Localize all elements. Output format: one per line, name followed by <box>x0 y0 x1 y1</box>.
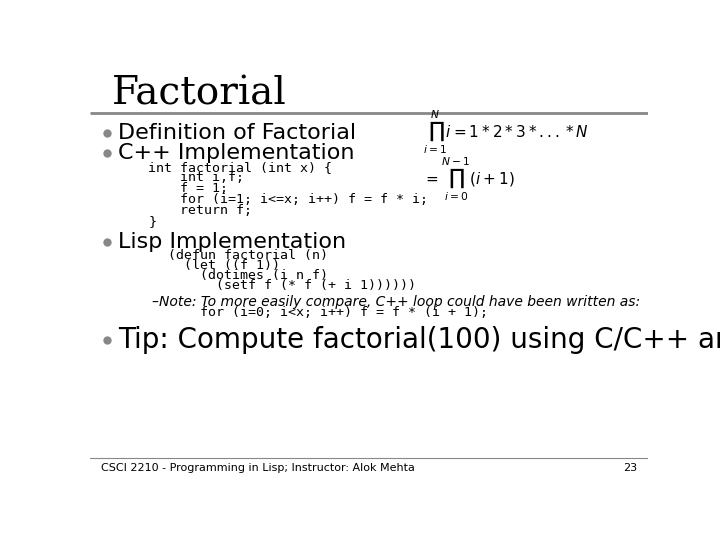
Text: Factorial: Factorial <box>112 76 287 112</box>
Text: f = 1;: f = 1; <box>148 183 228 195</box>
Text: Tip: Compute factorial(100) using C/C++ and Lisp: Tip: Compute factorial(100) using C/C++ … <box>118 327 720 354</box>
Text: int factorial (int x) {: int factorial (int x) { <box>148 161 332 174</box>
Text: (setf f (* f (+ i 1)))))): (setf f (* f (+ i 1)))))) <box>168 279 415 292</box>
Text: }: } <box>148 214 156 228</box>
Text: for (i=0; i<x; i++) f = f * (i + 1);: for (i=0; i<x; i++) f = f * (i + 1); <box>168 306 487 319</box>
Text: Definition of Factorial: Definition of Factorial <box>118 123 356 143</box>
Text: (defun factorial (n): (defun factorial (n) <box>168 249 328 262</box>
Text: $\prod_{i=1}^{N} i = 1*2*3*...*N$: $\prod_{i=1}^{N} i = 1*2*3*...*N$ <box>423 108 589 156</box>
Text: Lisp Implementation: Lisp Implementation <box>118 232 346 252</box>
Text: (let ((f 1)): (let ((f 1)) <box>168 259 279 272</box>
Text: for (i=1; i<=x; i++) f = f * i;: for (i=1; i<=x; i++) f = f * i; <box>148 193 428 206</box>
Text: int i,f;: int i,f; <box>148 172 244 185</box>
Text: CSCI 2210 - Programming in Lisp; Instructor: Alok Mehta: CSCI 2210 - Programming in Lisp; Instruc… <box>101 463 415 473</box>
Text: C++ Implementation: C++ Implementation <box>118 143 354 163</box>
Text: 23: 23 <box>623 463 637 473</box>
Text: –Note: To more easily compare, C++ loop could have been written as:: –Note: To more easily compare, C++ loop … <box>152 295 640 309</box>
Text: (dotimes (i n f): (dotimes (i n f) <box>168 269 328 282</box>
Text: return f;: return f; <box>148 204 252 217</box>
Text: $= \prod_{i=0}^{N-1} (i+1)$: $= \prod_{i=0}^{N-1} (i+1)$ <box>423 155 515 202</box>
